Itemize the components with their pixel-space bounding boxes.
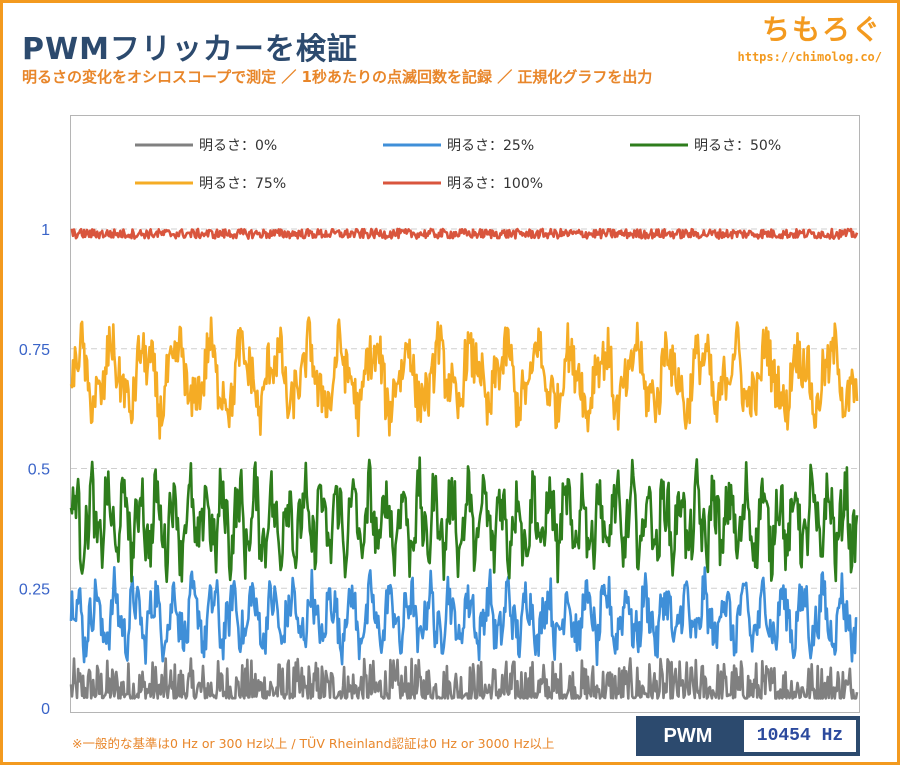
series-line: [70, 227, 859, 240]
y-tick-label: 0.75: [19, 342, 50, 359]
series-line: [69, 657, 859, 700]
y-tick-label: 0.5: [28, 462, 50, 479]
logo-url: https://chimolog.co/: [737, 50, 883, 64]
y-tick-label: 0: [41, 701, 50, 718]
legend-label: 明るさ：100%: [447, 176, 543, 192]
footnote: ※一般的な基準は0 Hz or 300 Hz以上 / TÜV Rheinland…: [72, 736, 555, 751]
series-line: [69, 316, 859, 440]
logo-text: ちもろぐ: [761, 13, 882, 46]
series-line: [69, 565, 858, 667]
legend-label: 明るさ：50%: [694, 138, 781, 154]
y-tick-label: 0.25: [19, 581, 50, 598]
legend-label: 明るさ：0%: [199, 138, 277, 154]
page-title: PWMフリッカーを検証: [22, 32, 358, 67]
y-tick-label: 1: [41, 222, 50, 239]
page-subtitle: 明るさの変化をオシロスコープで測定 ／ 1秒あたりの点滅回数を記録 ／ 正規化グ…: [22, 68, 653, 86]
legend-label: 明るさ：25%: [447, 138, 534, 154]
pwm-result-box: PWM 10454 Hz: [636, 716, 860, 756]
pwm-value: 10454 Hz: [744, 720, 856, 752]
site-logo: ちもろぐ https://chimolog.co/: [738, 8, 883, 64]
legend-label: 明るさ：75%: [199, 176, 286, 192]
series-line: [69, 456, 859, 584]
pwm-label: PWM: [663, 725, 713, 747]
